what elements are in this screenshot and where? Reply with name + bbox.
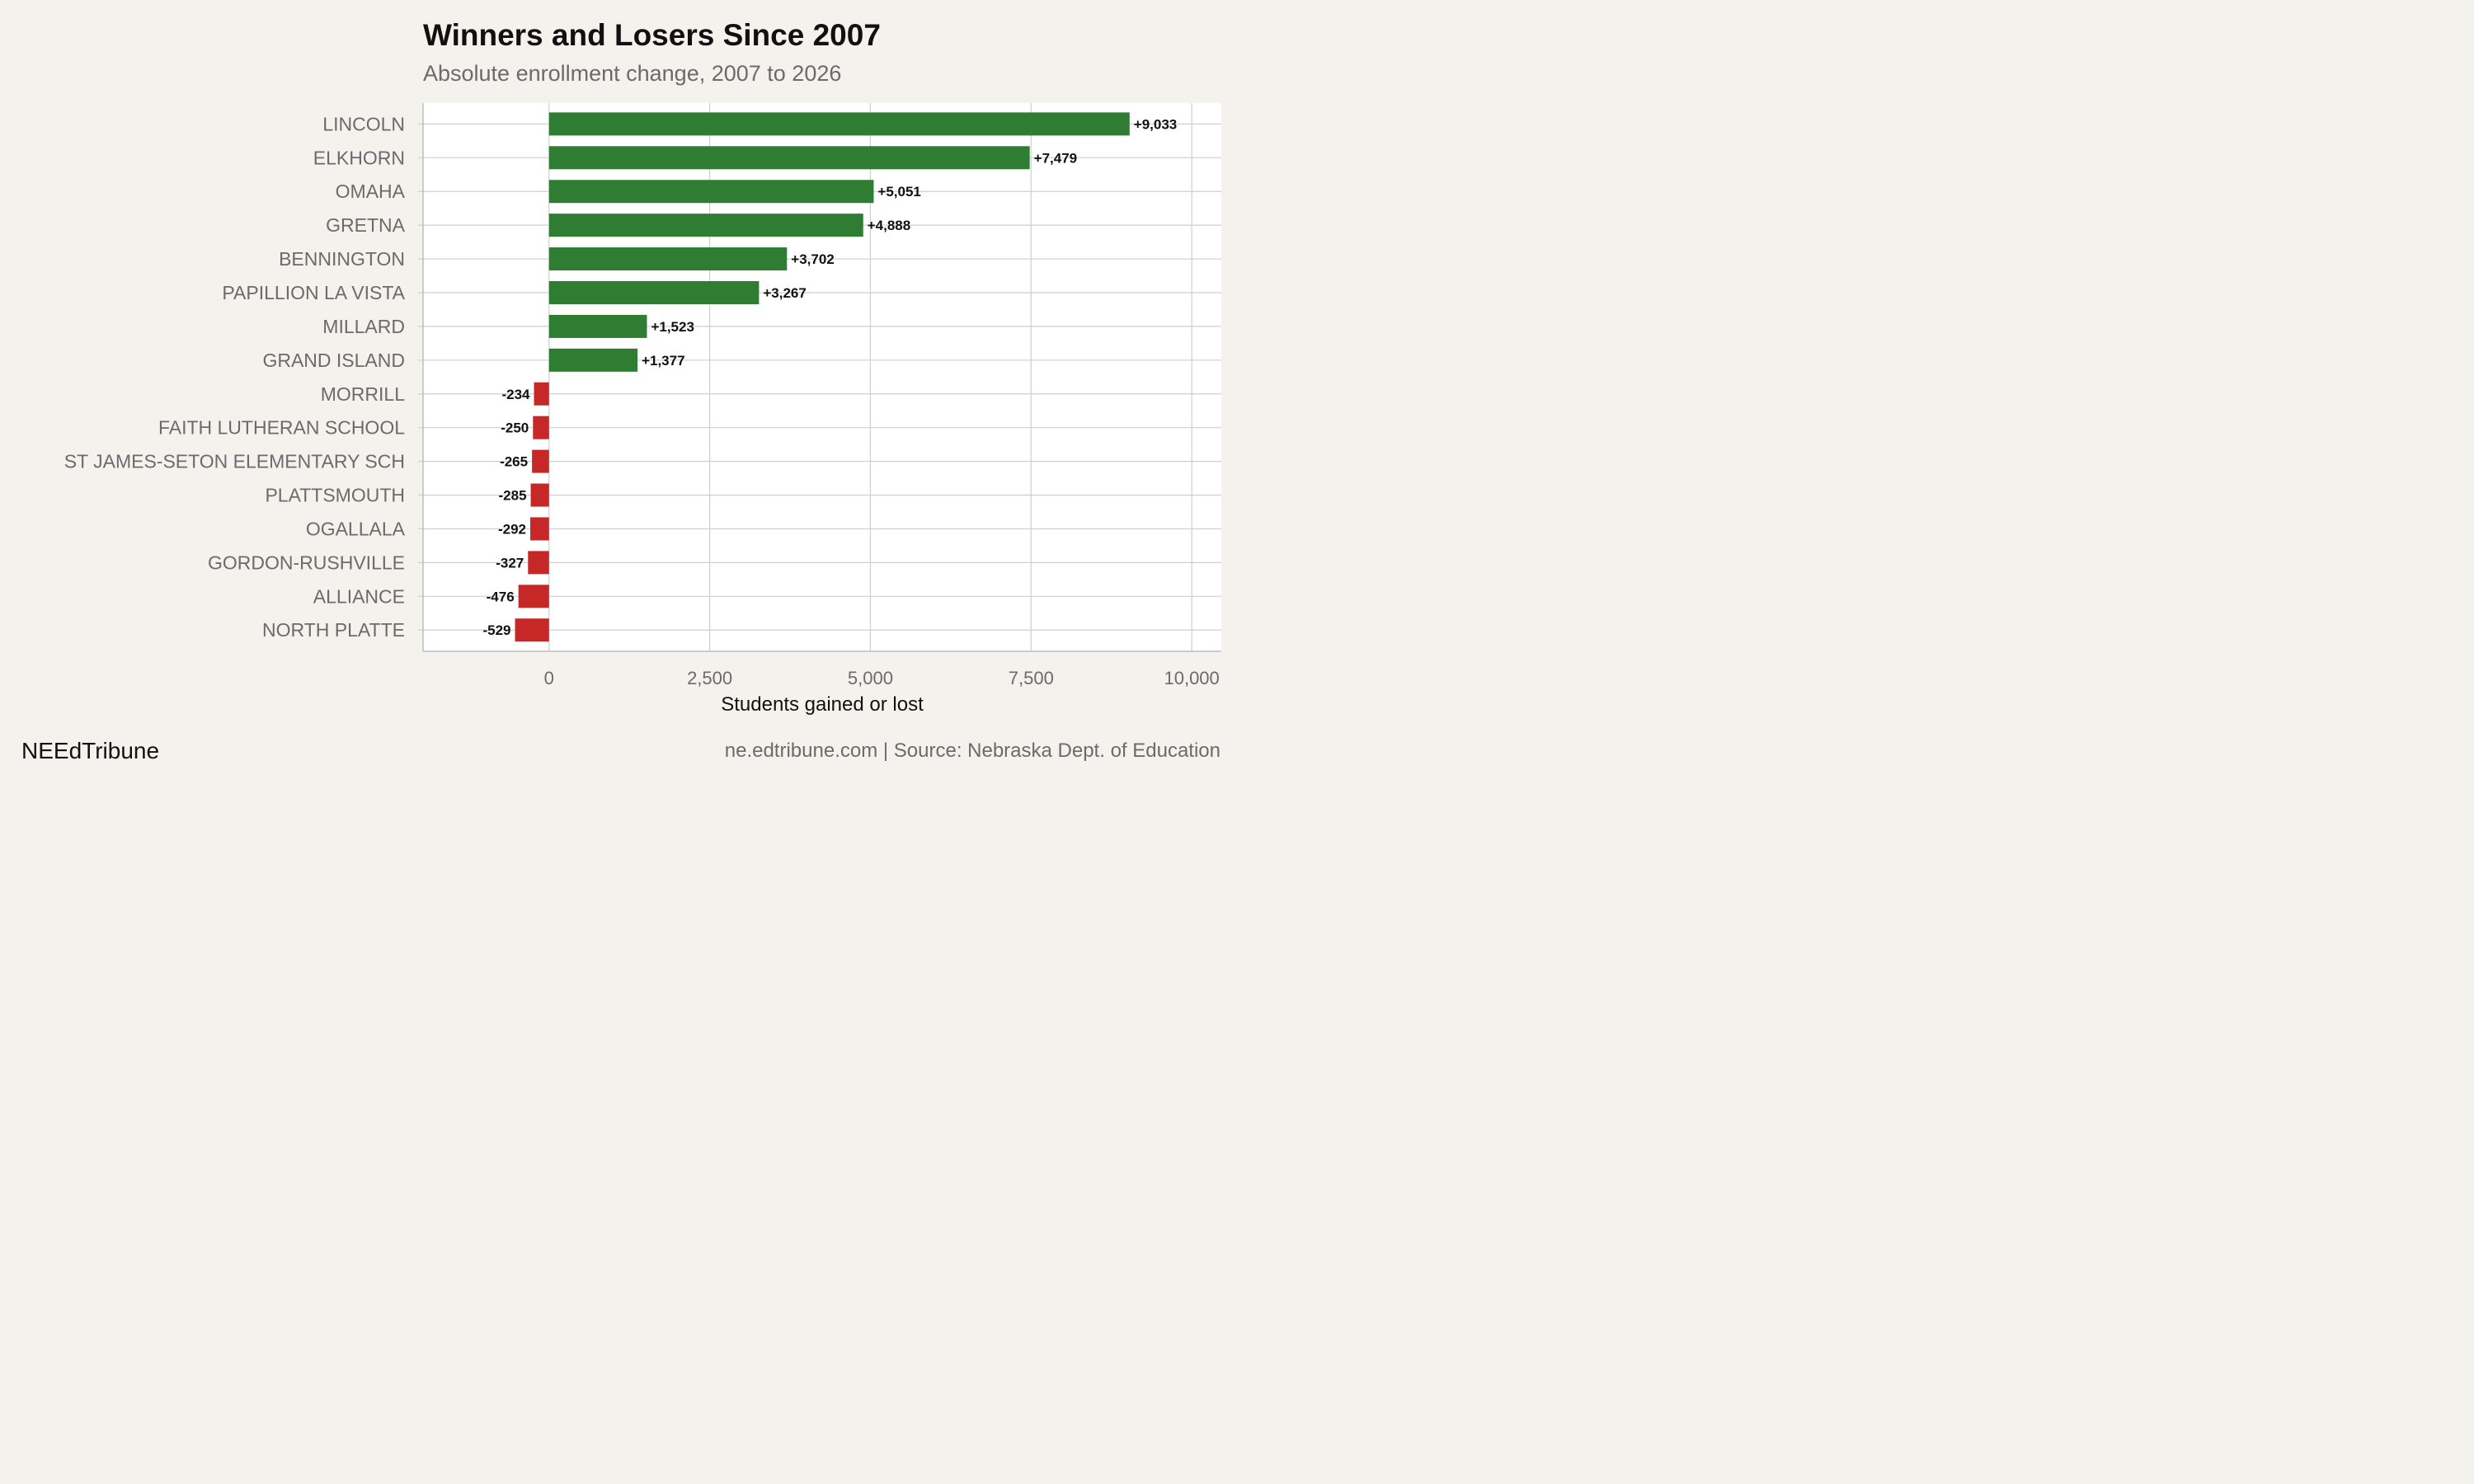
data-label: +5,051 [877,184,920,200]
bar [548,247,788,271]
bar [548,214,863,237]
bar [548,180,874,204]
category-label: GRAND ISLAND [262,350,405,371]
category-label: MORRILL [321,383,405,405]
bar [518,585,549,608]
chart-title: Winners and Losers Since 2007 [423,18,881,52]
bar [548,348,638,372]
data-label: +1,523 [651,319,694,335]
category-label: GRETNA [326,214,406,236]
x-axis-title: Students gained or lost [721,693,924,716]
bar [548,146,1030,170]
data-label: +3,267 [763,285,806,301]
brand-logo-text: NEEdTribune [21,738,160,763]
category-label: FAITH LUTHERAN SCHOOL [158,417,405,439]
data-label: -234 [501,387,530,402]
x-tick-label: 5,000 [848,668,893,688]
category-label: ALLIANCE [313,585,405,607]
data-label: +4,888 [868,218,910,233]
bar [548,112,1130,136]
bar [534,382,549,406]
x-tick-label: 7,500 [1009,668,1054,688]
bar [530,483,549,507]
data-label: -292 [498,521,526,537]
category-label: OGALLALA [306,518,406,539]
x-tick-label: 10,000 [1164,668,1219,688]
bar-chart: +9,033 LINCOLN +7,479 ELKHORN +5,051 OMAHA +4,… [64,103,1221,716]
category-label: MILLARD [322,316,405,337]
data-label: -285 [499,488,527,504]
bar [548,280,760,304]
chart-subtitle: Absolute enrollment change, 2007 to 2026 [423,61,842,86]
data-label: -327 [496,555,524,571]
bar [533,416,549,439]
category-label: PLATTSMOUTH [265,485,405,506]
data-label: +1,377 [642,353,684,369]
data-label: -476 [487,589,515,604]
data-label: +9,033 [1134,116,1177,132]
bar [532,449,549,473]
category-label: PAPILLION LA VISTA [222,282,405,303]
bar [548,314,647,338]
bar [530,517,549,541]
data-label: +7,479 [1034,150,1077,166]
x-tick-label: 0 [544,668,554,688]
category-label: ST JAMES-SETON ELEMENTARY SCH [64,451,405,472]
data-label: -250 [501,420,529,436]
bar [528,551,549,575]
category-label: NORTH PLATTE [262,619,405,641]
category-label: GORDON-RUSHVILLE [208,552,405,573]
category-label: BENNINGTON [279,248,405,270]
data-label: -265 [500,454,528,470]
source-credit: ne.edtribune.com | Source: Nebraska Dept… [724,740,1221,762]
category-label: LINCOLN [322,113,405,134]
category-label: ELKHORN [313,147,405,168]
x-tick-label: 2,500 [687,668,732,688]
category-label: OMAHA [336,181,406,202]
data-label: -529 [482,622,510,638]
data-label: +3,702 [791,251,834,267]
bar [515,618,549,642]
